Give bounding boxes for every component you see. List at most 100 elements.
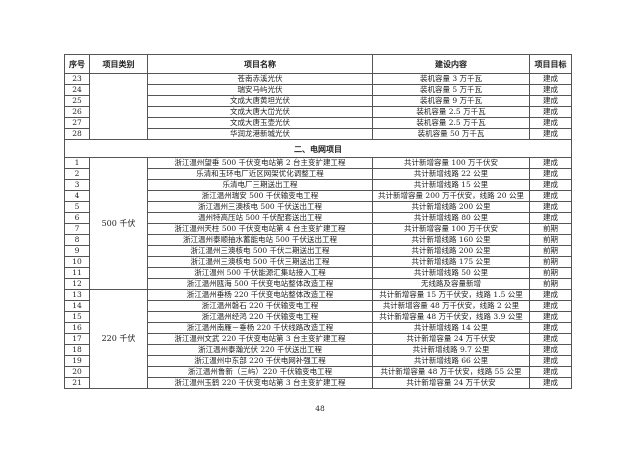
project-goal: 建成 <box>529 168 572 180</box>
project-name: 浙江温州三澳核电 500 千伏三期送出工程 <box>147 256 373 268</box>
construction-content: 共计新增线路 50 公里 <box>372 267 530 279</box>
row-category <box>89 73 148 140</box>
row-index: 5 <box>64 201 90 213</box>
row-index: 9 <box>64 245 90 257</box>
construction-content: 装机容量 2.5 万千瓦 <box>372 117 530 129</box>
row-index: 15 <box>64 311 90 323</box>
row-index: 3 <box>64 179 90 191</box>
construction-content: 共计新增线路 175 公里 <box>372 256 530 268</box>
row-index: 24 <box>64 84 90 96</box>
project-goal: 建成 <box>529 106 572 118</box>
row-index: 12 <box>64 278 90 290</box>
project-name: 温州特高压站 500 千伏配套送出工程 <box>147 212 373 224</box>
row-index: 23 <box>64 73 90 85</box>
construction-content: 共计新增容量 200 万千伏安，线路 20 公里 <box>372 190 530 202</box>
row-index: 10 <box>64 256 90 268</box>
row-index: 6 <box>64 212 90 224</box>
construction-content: 共计新增容量 48 万千伏安，线路 3.9 公里 <box>372 311 530 323</box>
project-name: 浙江温州南雁－垂杨 220 千伏线路改造工程 <box>147 322 373 334</box>
project-name: 浙江温州瓯海 500 千伏变电站整体改造工程 <box>147 278 373 290</box>
table-row: 21 浙江温州玉鹤 220 千伏变电站第 3 台主变扩建工程 共计新增容量 24 万… <box>64 377 572 389</box>
section-title: 二、电网项目 <box>64 139 572 158</box>
project-name: 华润龙港新城光伏 <box>147 128 373 140</box>
row-category: 220 千伏 <box>89 289 148 389</box>
construction-content: 装机容量 3 万千瓦 <box>372 73 530 85</box>
construction-content: 装机容量 5 万千瓦 <box>372 84 530 96</box>
table-row: 12 浙江温州瓯海 500 千伏变电站整体改造工程 无线路及容量新增 前期 <box>64 278 572 290</box>
row-index: 14 <box>64 300 90 312</box>
project-goal: 前期 <box>529 245 572 257</box>
project-goal: 建成 <box>529 212 572 224</box>
project-goal: 建成 <box>529 201 572 213</box>
project-name: 浙江温州 500 千伏能源汇集站接入工程 <box>147 267 373 279</box>
project-goal: 建成 <box>529 117 572 129</box>
row-index: 11 <box>64 267 90 279</box>
project-name: 文成大唐玉壶光伏 <box>147 117 373 129</box>
row-index: 19 <box>64 355 90 367</box>
construction-content: 无线路及容量新增 <box>372 278 530 290</box>
project-goal: 建成 <box>529 289 572 301</box>
row-index: 25 <box>64 95 90 107</box>
project-goal: 前期 <box>529 234 572 246</box>
table-row: 2 乐清和玉环电厂近区网架优化调整工程 共计新增线路 22 公里 建成 <box>64 168 572 180</box>
row-index: 18 <box>64 344 90 356</box>
page-number: 48 <box>315 404 325 413</box>
construction-content: 共计新增容量 24 万千伏安 <box>372 377 530 389</box>
construction-content: 共计新增线路 9.7 公里 <box>372 344 530 356</box>
construction-content: 共计新增线路 160 公里 <box>372 234 530 246</box>
construction-content: 共计新增容量 100 万千伏安 <box>372 157 530 169</box>
header-goal: 项目目标 <box>529 54 572 74</box>
row-index: 16 <box>64 322 90 334</box>
construction-content: 共计新增容量 15 万千伏安，线路 1.5 公里 <box>372 289 530 301</box>
construction-content: 共计新增容量 24 万千伏安 <box>372 333 530 345</box>
project-name: 浙江温州文武 220 千伏变电站第 3 台主变扩建工程 <box>147 333 373 345</box>
project-goal: 建成 <box>529 84 572 96</box>
row-index: 17 <box>64 333 90 345</box>
project-name: 浙江温州泰瀚光伏 220 千伏送出工程 <box>147 344 373 356</box>
project-goal: 建成 <box>529 377 572 389</box>
project-goal: 建成 <box>529 73 572 85</box>
project-goal: 建成 <box>529 157 572 169</box>
project-goal: 建成 <box>529 95 572 107</box>
section-row: 二、电网项目 <box>64 139 572 158</box>
project-name: 浙江温州望垂 500 千伏变电站第 2 台主变扩建工程 <box>147 157 373 169</box>
project-goal: 建成 <box>529 333 572 345</box>
project-name: 浙江温州鲁新（三屿）220 千伏输变电工程 <box>147 366 373 378</box>
project-goal: 建成 <box>529 322 572 334</box>
project-name: 浙江温州经鸿 220 千伏输变电工程 <box>147 311 373 323</box>
project-goal: 建成 <box>529 344 572 356</box>
project-name: 瑞安马屿光伏 <box>147 84 373 96</box>
table-row: 6 温州特高压站 500 千伏配套送出工程 共计新增线路 80 公里 建成 <box>64 212 572 224</box>
table-row: 23 苍南赤溪光伏 装机容量 3 万千瓦 建成 <box>64 73 572 140</box>
table-row: 8 浙江温州泰顺抽水蓄能电站 500 千伏送出工程 共计新增线路 160 公里 前期 <box>64 234 572 246</box>
project-name: 浙江温州三澳核电 500 千伏二期送出工程 <box>147 245 373 257</box>
project-name: 浙江温州玉鹤 220 千伏变电站第 3 台主变扩建工程 <box>147 377 373 389</box>
table-row: 26 文成大唐大峃光伏 装机容量 2.5 万千瓦 建成 <box>64 106 572 118</box>
construction-content: 共计新增线路 200 公里 <box>372 201 530 213</box>
row-category: 500 千伏 <box>89 157 148 290</box>
row-index: 26 <box>64 106 90 118</box>
project-name: 浙江温州天柱 500 千伏变电站第 4 台主变扩建工程 <box>147 223 373 235</box>
row-index: 27 <box>64 117 90 129</box>
project-name: 文成大唐大峃光伏 <box>147 106 373 118</box>
project-name: 乐清电厂三期送出工程 <box>147 179 373 191</box>
construction-content: 共计新增容量 48 万千伏安，线路 2 公里 <box>372 300 530 312</box>
project-goal: 建成 <box>529 190 572 202</box>
row-index: 13 <box>64 289 90 301</box>
table-row: 18 浙江温州泰瀚光伏 220 千伏送出工程 共计新增线路 9.7 公里 建成 <box>64 344 572 356</box>
table-row: 24 瑞安马屿光伏 装机容量 5 万千瓦 建成 <box>64 84 572 96</box>
construction-content: 共计新增线路 80 公里 <box>372 212 530 224</box>
table-row: 14 浙江温州磐石 220 千伏输变电工程 共计新增容量 48 万千伏安，线路 2 … <box>64 300 572 312</box>
row-index: 2 <box>64 168 90 180</box>
project-table: 序号 项目类别 项目名称 建设内容 项目目标 23 苍南赤溪光伏 装机容量 3 万千… <box>64 54 572 389</box>
table-row: 27 文成大唐玉壶光伏 装机容量 2.5 万千瓦 建成 <box>64 117 572 129</box>
row-index: 7 <box>64 223 90 235</box>
project-goal: 建成 <box>529 300 572 312</box>
project-goal: 建成 <box>529 355 572 367</box>
construction-content: 共计新增线路 15 公里 <box>372 179 530 191</box>
project-goal: 建成 <box>529 128 572 140</box>
row-index: 21 <box>64 377 90 389</box>
construction-content: 共计新增线路 200 公里 <box>372 245 530 257</box>
project-name: 浙江温州三澳核电 500 千伏送出工程 <box>147 201 373 213</box>
project-name: 文成大唐黄坦光伏 <box>147 95 373 107</box>
